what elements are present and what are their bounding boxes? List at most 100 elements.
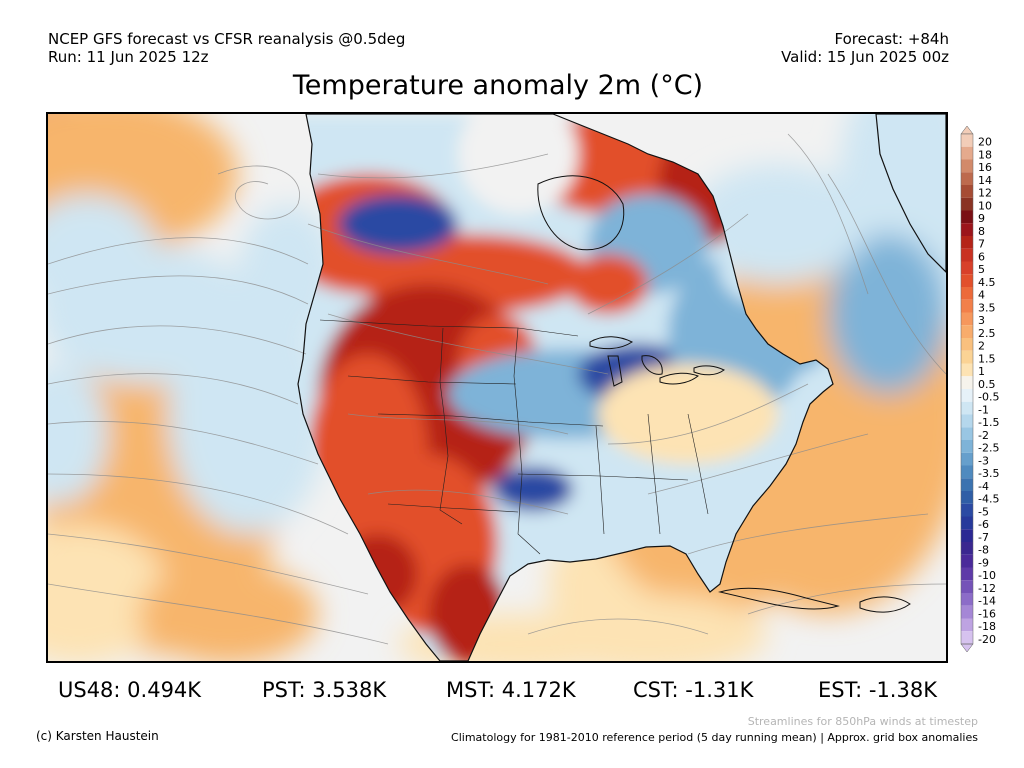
legend-swatch: [961, 554, 973, 568]
streamlines-note: Streamlines for 850hPa winds at timestep: [747, 715, 978, 728]
legend-swatch: [961, 427, 973, 440]
stat-mst: MST: 4.172K: [446, 678, 576, 702]
legend-label: 8: [978, 225, 985, 238]
legend-label: 10: [978, 199, 992, 212]
climatology-note: Climatology for 1981-2010 reference peri…: [451, 731, 978, 744]
ocean-anomaly-field: [48, 114, 946, 661]
legend-label: 2: [978, 340, 985, 353]
forecast-hour: Forecast: +84h: [834, 30, 949, 48]
legend-swatch: [961, 338, 973, 351]
legend-swatch: [961, 618, 973, 632]
legend-label: -3.5: [978, 467, 999, 480]
legend-label: 20: [978, 136, 992, 149]
hispaniola-coastline: [859, 596, 911, 613]
legend-swatch: [961, 605, 973, 619]
hudson-bay-coastline: [537, 175, 625, 251]
cuba-coastline: [718, 587, 840, 610]
legend-label: -2: [978, 429, 989, 442]
legend-swatch: [961, 376, 973, 389]
legend-label: -14: [978, 595, 996, 608]
legend-label: 12: [978, 187, 992, 200]
legend-swatch: [961, 185, 973, 198]
colorbar-legend: 201816141210987654.543.532.521.510.5-0.5…: [960, 125, 999, 653]
legend-label: 18: [978, 148, 992, 161]
legend-label: 4: [978, 289, 985, 302]
legend-swatch: [961, 197, 973, 211]
legend-label: -4.5: [978, 493, 999, 506]
legend-label: -9: [978, 556, 989, 569]
legend-swatch: [961, 261, 973, 275]
legend-swatch: [961, 312, 973, 326]
legend-swatch: [961, 631, 973, 644]
legend-label: -20: [978, 633, 996, 646]
legend-swatch: [961, 363, 973, 377]
stat-cst: CST: -1.31K: [633, 678, 754, 702]
legend-swatch: [961, 248, 973, 262]
legend-swatch: [961, 146, 973, 160]
legend-label: -10: [978, 569, 996, 582]
legend-swatch: [961, 401, 973, 415]
stat-pst: PST: 3.538K: [262, 678, 387, 702]
legend-label: 2.5: [978, 327, 996, 340]
model-description: NCEP GFS forecast vs CFSR reanalysis @0.…: [48, 30, 406, 48]
valid-time: Valid: 15 Jun 2025 00z: [781, 48, 949, 66]
legend-label: 3: [978, 314, 985, 327]
map-title: Temperature anomaly 2m (°C): [292, 70, 704, 101]
legend-swatch: [961, 491, 973, 504]
legend-label: -18: [978, 620, 996, 633]
stat-est: EST: -1.38K: [818, 678, 937, 702]
legend-swatch: [961, 440, 973, 453]
legend-swatch: [961, 159, 973, 173]
legend-label: -3: [978, 454, 989, 467]
legend-swatch: [961, 134, 973, 147]
legend-label: 16: [978, 161, 992, 174]
legend-label: -1: [978, 403, 989, 416]
legend-swatch: [961, 236, 973, 249]
legend-label: 14: [978, 174, 992, 187]
legend-label: 3.5: [978, 301, 996, 314]
legend-swatch: [961, 580, 973, 593]
copyright: (c) Karsten Haustein: [36, 729, 159, 743]
regional-mean-stats: US48: 0.494K PST: 3.538K MST: 4.172K CST…: [0, 678, 1024, 708]
map-canvas: [48, 114, 946, 661]
legend-swatch: [961, 274, 973, 287]
legend-swatch: [961, 389, 973, 402]
legend-label: -0.5: [978, 391, 999, 404]
legend-swatch: [961, 478, 973, 491]
legend-label: 1: [978, 365, 985, 378]
legend-swatch: [961, 287, 973, 300]
legend-swatch: [961, 325, 973, 338]
legend-swatch: [961, 172, 973, 185]
colorbar-top-arrow: [960, 125, 974, 135]
legend-swatch: [961, 593, 973, 606]
legend-label: -8: [978, 544, 989, 557]
legend-label: -5: [978, 505, 989, 518]
legend-label: 7: [978, 238, 985, 251]
legend-swatch: [961, 567, 973, 581]
legend-swatch: [961, 223, 973, 236]
legend-swatch: [961, 414, 973, 428]
stat-us48: US48: 0.494K: [58, 678, 202, 702]
legend-label: -2.5: [978, 442, 999, 455]
legend-swatch: [961, 299, 973, 313]
legend-label: 5: [978, 263, 985, 276]
legend-label: -7: [978, 531, 989, 544]
legend-label: -16: [978, 607, 996, 620]
legend-swatch: [961, 350, 973, 364]
legend-label: 6: [978, 250, 985, 263]
legend-swatch: [961, 465, 973, 479]
legend-label: -12: [978, 582, 996, 595]
colorbar-bottom-arrow: [960, 643, 974, 653]
great-lakes: [589, 336, 725, 387]
header-left: NCEP GFS forecast vs CFSR reanalysis @0.…: [48, 30, 405, 66]
greenland-coastline: [875, 114, 946, 273]
legend-swatch: [961, 516, 973, 530]
legend-label: 1.5: [978, 352, 996, 365]
legend-label: -1.5: [978, 416, 999, 429]
run-time: Run: 11 Jun 2025 12z: [48, 48, 209, 66]
legend-label: -6: [978, 518, 989, 531]
anomaly-map: [46, 112, 948, 663]
legend-swatch: [961, 452, 973, 466]
legend-label: 9: [978, 212, 985, 225]
wind-streamlines: [48, 133, 946, 645]
